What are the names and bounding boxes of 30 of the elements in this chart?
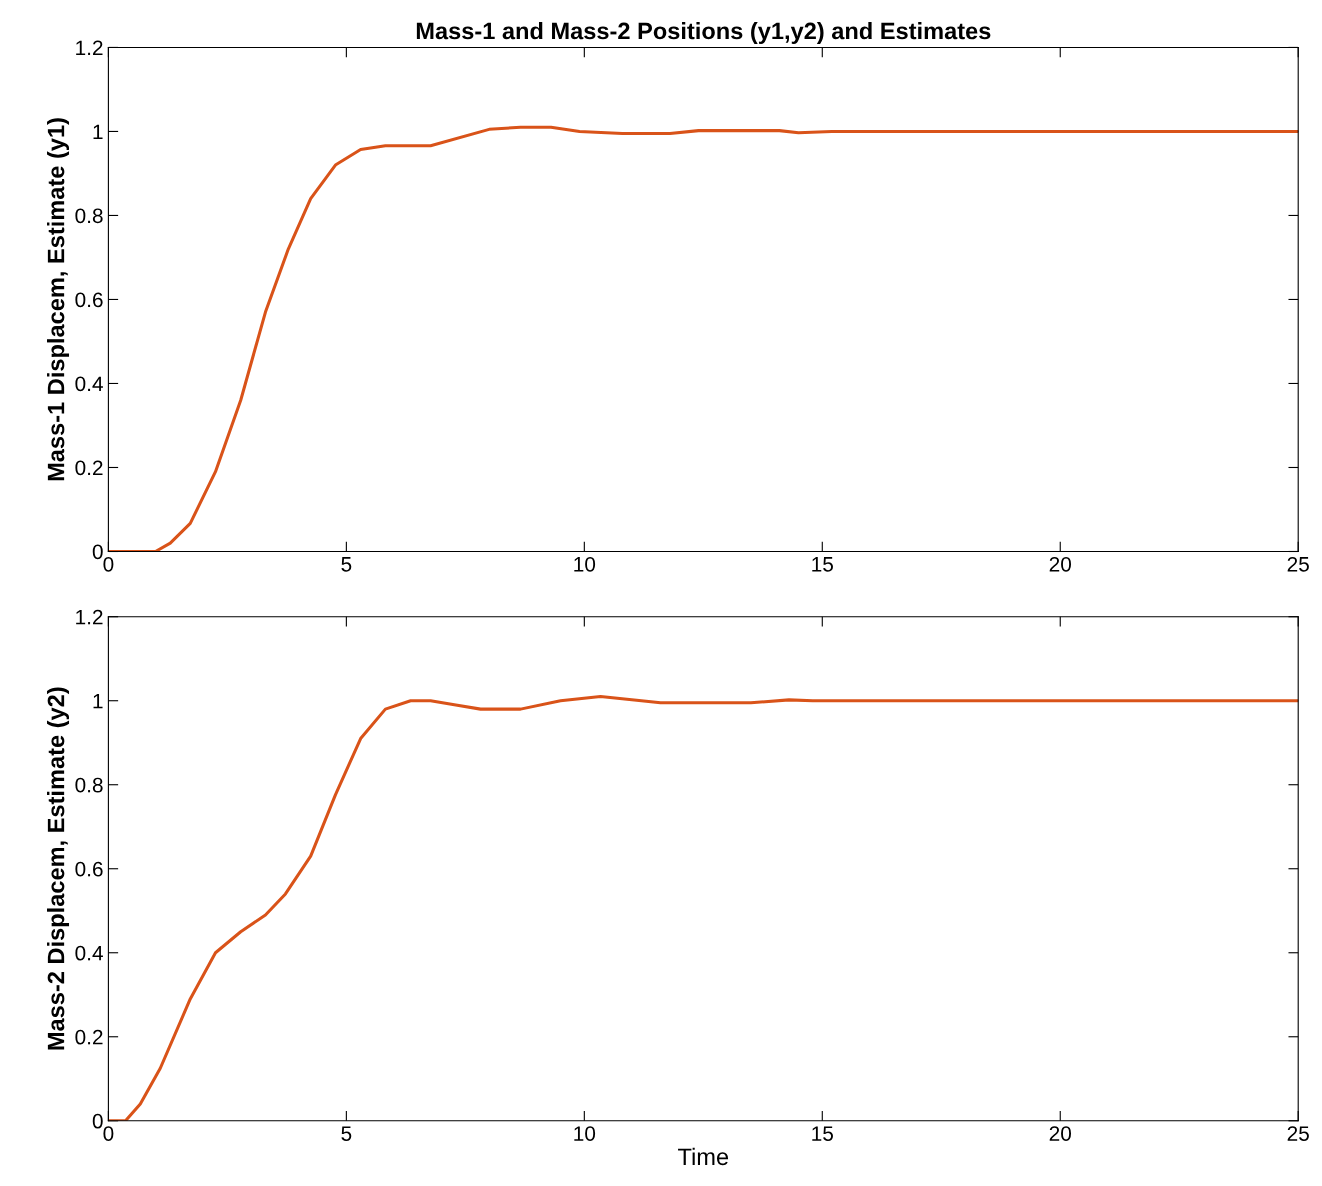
x-axis-title: Time	[678, 1147, 729, 1166]
y-tick-label: 0.2	[75, 1029, 103, 1045]
x-tick-label: 15	[812, 1126, 833, 1141]
y-tick-label: 1	[93, 693, 103, 709]
y-axis-title: Mass-1 Displacem, Estimate (y1)	[47, 118, 70, 481]
x-tick-label: 0	[103, 556, 114, 572]
y-tick-label: 0.6	[75, 292, 103, 308]
x-tick-label: 5	[341, 1126, 352, 1141]
x-tick-label: 0	[103, 1126, 114, 1141]
x-tick-label: 25	[1287, 1126, 1309, 1141]
x-tick-label: 10	[574, 556, 596, 572]
x-tick-label: 10	[574, 1126, 596, 1141]
y-tick-label: 0.8	[75, 208, 103, 224]
y-tick-label: 0	[92, 544, 103, 560]
y-tick-label: 1	[93, 124, 103, 139]
y-tick-label: 0.8	[75, 777, 103, 793]
y-tick-label: 0.2	[75, 460, 103, 476]
x-tick-label: 20	[1049, 556, 1072, 572]
x-tick-label: 15	[812, 557, 833, 572]
y-tick-label: 0.4	[75, 945, 103, 961]
y-axis-title: Mass-2 Displacem, Estimate (y2)	[47, 687, 70, 1050]
y-tick-label: 0	[92, 1113, 103, 1129]
y-tick-label: 0.6	[75, 861, 103, 877]
x-tick-label: 25	[1287, 556, 1309, 572]
x-tick-label: 20	[1049, 1126, 1072, 1141]
y-tick-label: 0.4	[75, 376, 103, 392]
x-tick-label: 5	[341, 557, 352, 572]
y-tick-label: 1.2	[76, 609, 103, 625]
chart-title: Mass-1 and Mass-2 Positions (y1,y2) and Estimates	[416, 22, 991, 45]
y-tick-label: 1.2	[76, 40, 103, 55]
